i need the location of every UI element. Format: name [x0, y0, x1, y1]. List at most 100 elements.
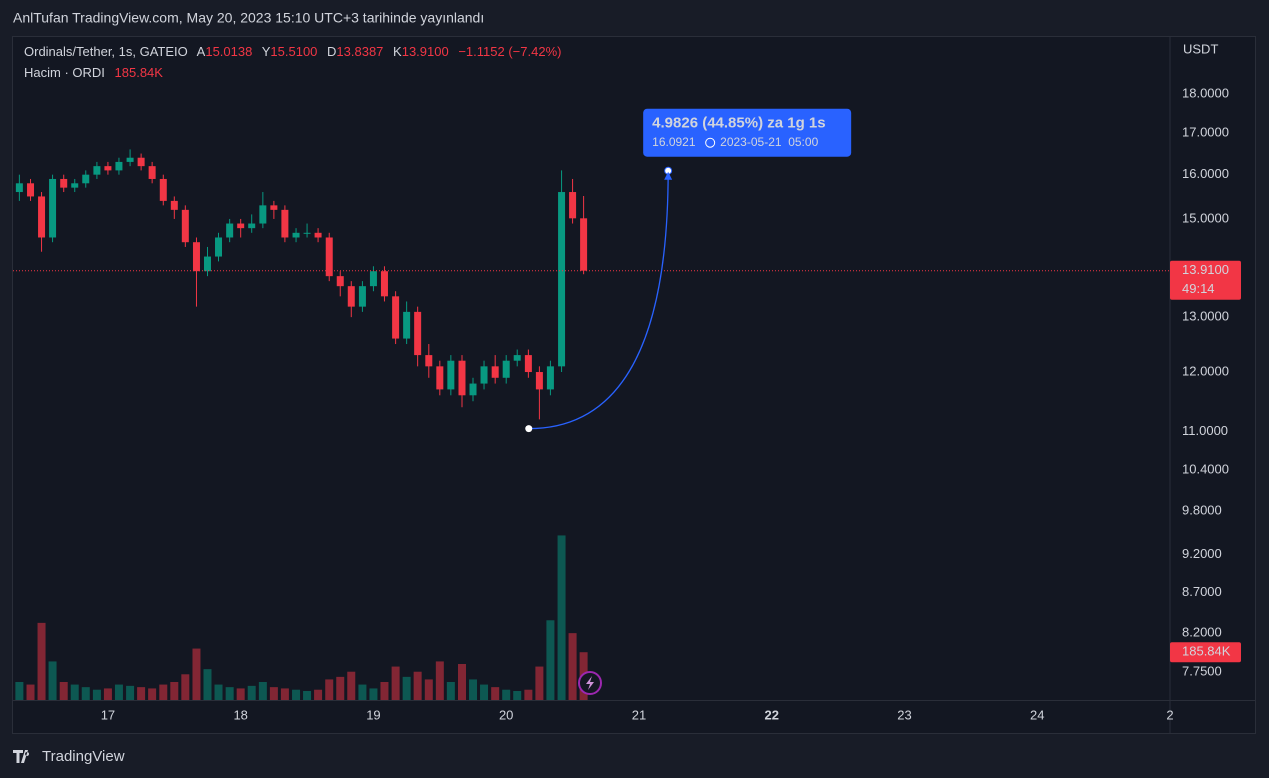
- symbol-title: Ordinals/Tether, 1s, GATEIO: [24, 44, 188, 59]
- candle-body: [192, 242, 200, 272]
- candle-body: [270, 205, 278, 210]
- volume-bar: [469, 679, 478, 700]
- candle-body: [469, 383, 477, 396]
- y-tick-label: 9.2000: [1182, 546, 1222, 561]
- volume-bar: [491, 687, 500, 700]
- candle-body: [524, 355, 532, 373]
- volume-bar: [380, 682, 389, 700]
- volume-bar: [258, 682, 267, 700]
- volume-bar: [480, 684, 489, 700]
- x-tick-label: 18: [233, 707, 247, 722]
- volume-bar: [413, 671, 422, 700]
- overlay: 13.9100 49:14 185.84K 4.9826 (44.85%) za 1g…: [13, 108, 1241, 695]
- candle-body: [292, 232, 300, 238]
- candle-body: [303, 232, 311, 234]
- logo-icon: [13, 750, 30, 763]
- low-key: D: [327, 44, 336, 59]
- candle-body: [369, 271, 377, 287]
- candle-body: [215, 237, 223, 257]
- candle-body: [480, 366, 488, 384]
- candle-body: [115, 161, 123, 171]
- annotation-time: 2023-05-21 05:00: [720, 135, 818, 149]
- candles: [15, 149, 588, 420]
- y-tick-label: 11.0000: [1182, 423, 1228, 438]
- high-key: Y: [262, 44, 271, 59]
- close-value: 13.9100: [402, 44, 449, 59]
- candle-body: [558, 192, 566, 367]
- volume-tag: [1170, 642, 1241, 663]
- volume-bar: [225, 687, 234, 700]
- candle-body: [513, 355, 521, 361]
- candle-body: [49, 178, 57, 238]
- volume-bar: [126, 685, 135, 700]
- candle-body: [38, 196, 46, 238]
- candle-body: [447, 360, 455, 390]
- candle-body: [226, 223, 234, 238]
- currency: USDT: [1183, 41, 1218, 56]
- volume-bar: [59, 682, 68, 700]
- candle-body: [71, 183, 79, 188]
- candle-body: [203, 256, 211, 272]
- open-key: A: [197, 44, 206, 59]
- volume-bar: [568, 633, 577, 700]
- annotation-price: 16.0921: [652, 135, 696, 149]
- volume-bar: [170, 682, 179, 700]
- volume-bar: [557, 535, 566, 700]
- volume-bar: [192, 648, 201, 700]
- volume-bar: [513, 691, 522, 700]
- volume-bar: [181, 674, 190, 700]
- volume-bar: [391, 666, 400, 700]
- candle-body: [237, 223, 245, 229]
- candle-body: [358, 286, 366, 307]
- y-tick-label: 17.0000: [1182, 125, 1229, 140]
- x-tick-label: 20: [499, 707, 513, 722]
- price-tag: [1170, 260, 1241, 300]
- volume-bar: [402, 676, 411, 700]
- x-tick-label: 19: [366, 707, 380, 722]
- candle-body: [569, 192, 577, 219]
- clock-icon: [705, 137, 716, 148]
- countdown: 49:14: [1182, 281, 1215, 296]
- projection-curve: [528, 170, 669, 430]
- volume-bar: [114, 684, 123, 700]
- volume-bar: [546, 620, 555, 700]
- alert-bolt: [586, 676, 594, 690]
- volume-bar: [424, 679, 433, 700]
- y-tick-label: 7.7500: [1182, 663, 1222, 678]
- chart-panel: [12, 36, 1256, 734]
- x-tick-label: 24: [1030, 707, 1044, 722]
- candle-body: [27, 183, 35, 197]
- legend: Ordinals/Tether, 1s, GATEIO A15.0138 Y15…: [24, 44, 561, 59]
- candle-body: [93, 166, 101, 175]
- candle-body: [15, 183, 23, 193]
- y-tick-label: 15.0000: [1182, 210, 1229, 225]
- volume-bar: [203, 669, 212, 700]
- volume-bar: [369, 688, 378, 700]
- volume-pane: [15, 535, 588, 700]
- candle-body: [380, 271, 388, 297]
- volume-bar: [81, 687, 90, 700]
- candle-body: [60, 178, 68, 188]
- volume-bar: [214, 684, 223, 700]
- start-point: [525, 425, 533, 433]
- volume-bar: [159, 684, 168, 700]
- y-tick-label: 8.7000: [1182, 584, 1222, 599]
- volume-title: Hacim · ORDI: [24, 65, 105, 80]
- candle-body: [347, 286, 355, 307]
- close-key: K: [393, 44, 402, 59]
- volume-bar: [280, 688, 289, 700]
- candle-body: [546, 366, 554, 390]
- candle-body: [259, 205, 267, 224]
- volume-legend: Hacim · ORDI 185.84K: [24, 65, 163, 80]
- candle-body: [137, 157, 145, 167]
- volume-bar: [535, 666, 544, 700]
- y-tick-label: 9.8000: [1182, 502, 1222, 517]
- candle-body: [336, 276, 344, 287]
- x-tick-label: 2: [1166, 707, 1173, 722]
- volume-bar: [303, 691, 312, 700]
- candle-body: [181, 209, 189, 243]
- volume-bar: [26, 684, 35, 700]
- x-tick-label: 23: [897, 707, 911, 722]
- open-value: 15.0138: [205, 44, 252, 59]
